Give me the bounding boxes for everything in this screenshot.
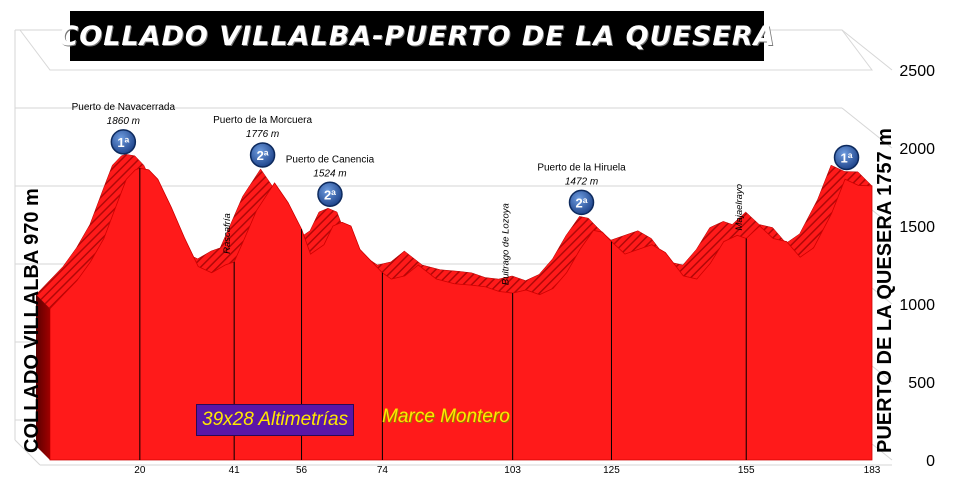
category-badge [833, 144, 860, 171]
marks-layer: 20 41 56 74 103 125 155 183 Rascafría Buitrago de… [72, 102, 881, 476]
x-tick-label: 183 [864, 465, 881, 476]
x-tick-label: 41 [229, 465, 241, 476]
title-banner: COLLADO VILLALBA-PUERTO DE LA QUESERA [58, 11, 775, 61]
climb-name: Puerto de la Hiruela [537, 162, 626, 173]
profile-left-face [36, 294, 50, 460]
credit-author: Marce Montero [382, 406, 510, 427]
category-badge-label: 1ª [841, 150, 853, 165]
start-label: COLLADO VILLALBA 970 m [21, 188, 43, 453]
climb-elevation: 1472 m [565, 176, 598, 187]
x-tick-label: 20 [134, 465, 146, 476]
y-tick-label: 0 [926, 453, 935, 470]
credit-brand: 39x28 Altimetrías [196, 404, 355, 436]
climb-name: Puerto de Canencia [286, 154, 375, 165]
town-label: Rascafría [222, 213, 233, 254]
category-badge-label: 2ª [575, 195, 587, 210]
y-tick-label: 500 [908, 375, 935, 392]
gridline-side [841, 107, 893, 149]
x-tick-label: 125 [603, 465, 620, 476]
x-tick-label: 56 [296, 465, 308, 476]
y-tick-label: 1500 [899, 219, 935, 236]
y-tick-label: 2000 [899, 141, 935, 158]
town-label: Buitrago de Lozoya [501, 203, 512, 285]
category-badge-label: 1ª [117, 135, 129, 150]
y-tick-label: 2500 [899, 63, 935, 80]
grid-layer: 0 500 1000 1500 2000 2500 [14, 29, 935, 470]
climb-elevation: 1524 m [313, 168, 346, 179]
end-label: PUERTO DE LA QUESERA 1757 m [874, 128, 896, 453]
y-tick-label: 1000 [899, 297, 935, 314]
climb-elevation: 1776 m [246, 129, 279, 140]
category-badge [110, 129, 137, 155]
x-tick-label: 155 [738, 465, 755, 476]
gridline-side [841, 29, 893, 71]
category-badge-label: 2ª [257, 148, 269, 163]
x-tick-label: 74 [377, 465, 389, 476]
town-label: Majaelrayo [734, 184, 745, 230]
category-badge [249, 142, 276, 168]
category-badge [568, 189, 595, 216]
chart-title: COLLADO VILLALBA-PUERTO DE LA QUESERA [58, 20, 776, 52]
category-badge [317, 181, 343, 208]
profile-area [35, 154, 873, 461]
profile-front-face [49, 167, 873, 461]
grid-floor [14, 439, 41, 466]
climb-elevation: 1860 m [107, 116, 140, 127]
category-badge-label: 2ª [324, 187, 336, 202]
x-tick-label: 103 [504, 465, 521, 476]
climb-name: Puerto de Navacerrada [72, 102, 176, 113]
climb-name: Puerto de la Morcuera [213, 115, 312, 126]
